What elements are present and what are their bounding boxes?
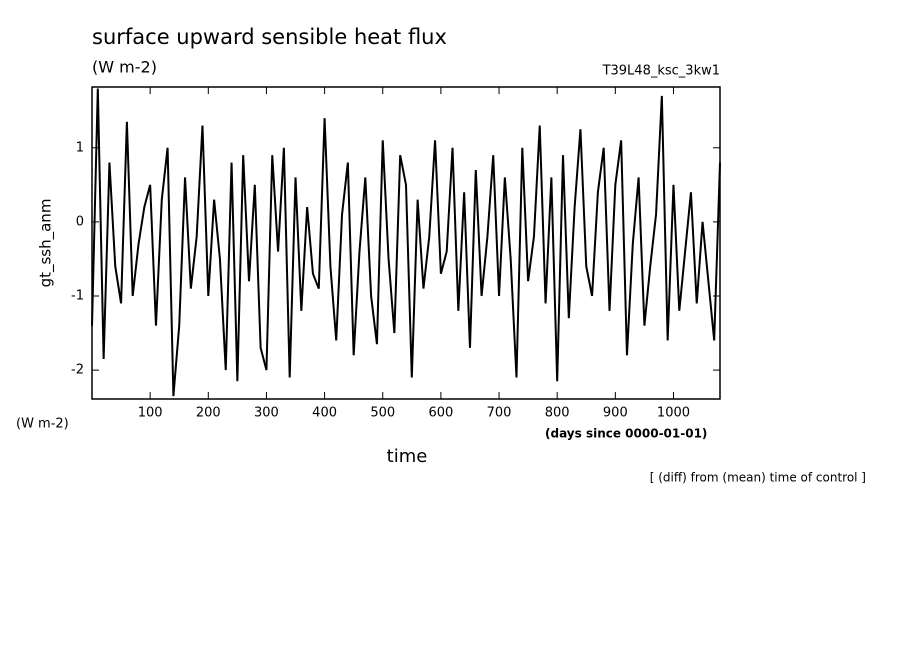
y-units: (W m-2) — [16, 417, 69, 432]
x-tick-label: 1000 — [657, 406, 690, 421]
y-axis-label: gt_ssh_anm — [37, 199, 56, 288]
x-tick-label: 900 — [603, 406, 628, 421]
x-tick-label: 500 — [370, 406, 395, 421]
subtitle: (W m-2) — [92, 58, 157, 77]
x-tick-label: 600 — [428, 406, 453, 421]
x-tick-label: 700 — [487, 406, 512, 421]
data-line — [91, 88, 721, 397]
y-tick-label: 1 — [76, 140, 84, 155]
x-units: (days since 0000-01-01) — [545, 427, 707, 441]
x-tick-label: 800 — [545, 406, 570, 421]
x-tick-label: 200 — [196, 406, 221, 421]
chart-title: surface upward sensible heat flux — [92, 25, 447, 49]
run-label: T39L48_ksc_3kw1 — [602, 64, 720, 79]
y-tick-label: 0 — [76, 214, 84, 229]
y-tick-label: -2 — [71, 363, 84, 378]
annotation: [ (diff) from (mean) time of control ] — [650, 471, 866, 485]
x-tick-label: 400 — [312, 406, 337, 421]
y-tick-label: -1 — [71, 288, 84, 303]
x-axis-label: time — [387, 446, 428, 467]
x-tick-label: 300 — [254, 406, 279, 421]
plot-frame — [91, 86, 721, 400]
x-tick-label: 100 — [138, 406, 163, 421]
